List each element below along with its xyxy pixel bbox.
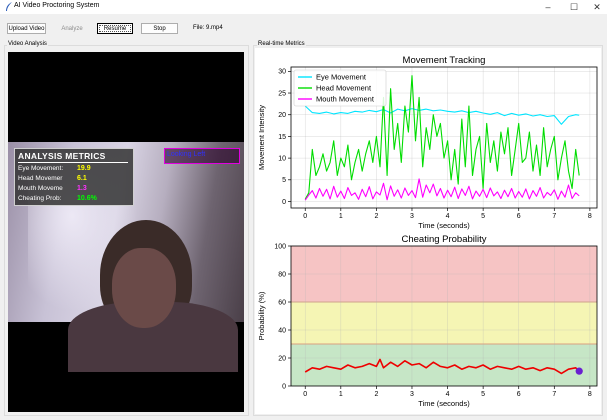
series-line (304, 75, 580, 200)
y-tick-label: 20 (278, 355, 286, 362)
analysis-metrics-overlay: ANALYSIS METRICS Eye Movement: 19.9 Head… (14, 148, 134, 206)
probability-band (291, 344, 597, 386)
y-tick-label: 40 (278, 327, 286, 334)
x-tick-label: 7 (552, 213, 556, 220)
x-tick-label: 3 (410, 213, 414, 220)
window-title: AI Video Proctoring System (14, 2, 100, 9)
x-tick-label: 0 (303, 213, 307, 220)
probability-band (291, 302, 597, 344)
y-tick-label: 0 (282, 383, 286, 390)
plot-frame (290, 245, 598, 387)
gaze-alert-text: Looking Left (167, 151, 206, 158)
y-axis-label: Probability (%) (257, 291, 266, 340)
overlay-title: ANALYSIS METRICS (18, 151, 106, 161)
overlay-row-value: 1.3 (77, 184, 87, 192)
x-tick-label: 8 (588, 391, 592, 398)
x-tick-label: 7 (552, 391, 556, 398)
overlay-row-label: Cheating Prob: (18, 195, 62, 202)
legend-label: Eye Movement (316, 73, 367, 82)
chart-title: Movement Tracking (403, 55, 486, 66)
title-bar: AI Video Proctoring System – ☐ ✕ (0, 0, 607, 14)
overlay-row-label: Head Movemer (18, 175, 63, 182)
person-face (112, 248, 176, 328)
chart-title: Cheating Probability (401, 234, 486, 245)
x-tick-label: 6 (517, 213, 521, 220)
feather-icon (6, 2, 12, 11)
y-tick-label: 25 (278, 90, 286, 97)
x-axis-label: Time (seconds) (418, 399, 470, 408)
y-tick-label: 0 (282, 199, 286, 206)
x-tick-label: 1 (339, 213, 343, 220)
legend: Eye Movement Head Movement Mouth Movement (293, 69, 387, 107)
overlay-row-label: Mouth Moveme (18, 185, 63, 192)
stop-button[interactable]: Stop (141, 23, 178, 34)
analyze-button[interactable]: Analyze (55, 23, 89, 34)
upload-video-button[interactable]: Upload Video (7, 23, 46, 34)
overlay-row-label: Eye Movement: (18, 165, 64, 172)
y-tick-label: 20 (278, 112, 286, 119)
current-point-marker (575, 367, 583, 375)
legend-label: Mouth Movement (316, 95, 375, 104)
y-tick-label: 100 (274, 243, 286, 250)
y-axis-label: Movement Intensity (257, 105, 266, 170)
x-tick-label: 8 (588, 213, 592, 220)
overlay-row-value: 10.6% (77, 194, 97, 202)
video-frame-border (4, 45, 249, 416)
x-tick-label: 1 (339, 391, 343, 398)
video-display: ANALYSIS METRICS Eye Movement: 19.9 Head… (8, 52, 244, 412)
close-icon[interactable]: ✕ (593, 1, 601, 12)
metrics-frame-border (253, 45, 603, 416)
gaze-alert-box: Looking Left (164, 148, 240, 164)
legend-box (293, 69, 387, 107)
x-tick-label: 5 (481, 213, 485, 220)
x-tick-label: 5 (481, 391, 485, 398)
x-tick-label: 2 (374, 391, 378, 398)
series-line (304, 105, 580, 125)
series-line (304, 358, 580, 375)
plot-frame (290, 66, 598, 209)
overlay-row-value: 19.9 (77, 164, 91, 172)
y-tick-label: 15 (278, 134, 286, 141)
y-tick-label: 10 (278, 156, 286, 163)
file-label: File: 9.mp4 (193, 25, 223, 31)
maximize-icon[interactable]: ☐ (569, 1, 579, 12)
minimize-icon[interactable]: – (545, 2, 551, 12)
x-tick-label: 0 (303, 391, 307, 398)
y-tick-label: 80 (278, 271, 286, 278)
y-tick-label: 30 (278, 69, 286, 76)
resume-button[interactable]: Resume (97, 23, 133, 34)
x-axis-label: Time (seconds) (418, 221, 470, 230)
legend-label: Head Movement (316, 84, 372, 93)
x-tick-label: 2 (374, 213, 378, 220)
x-tick-label: 3 (410, 391, 414, 398)
x-tick-label: 4 (446, 391, 450, 398)
realtime-metrics-label: Real-time Metrics (257, 41, 306, 47)
video-analysis-label: Video Analysis (7, 41, 48, 47)
series-line (304, 178, 580, 201)
overlay-row-value: 6.1 (77, 174, 87, 182)
x-tick-label: 4 (446, 213, 450, 220)
y-tick-label: 60 (278, 299, 286, 306)
x-tick-label: 6 (517, 391, 521, 398)
y-tick-label: 5 (282, 177, 286, 184)
